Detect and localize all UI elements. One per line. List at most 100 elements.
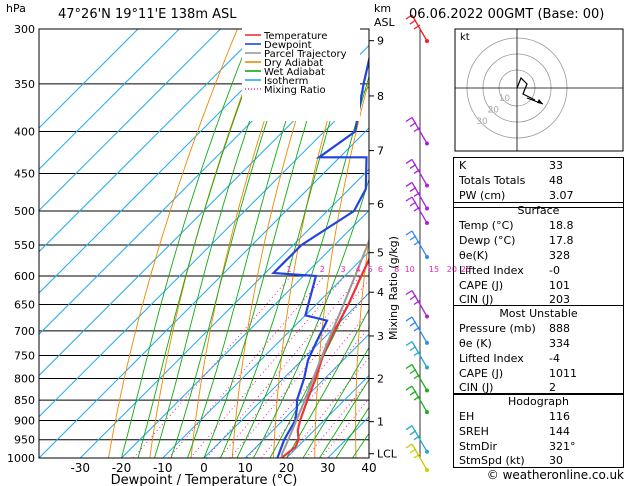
mixing-ratio-label: 1 (286, 265, 291, 274)
temperature-tick-label: 0 (200, 461, 208, 475)
mixing-ratio-label: 25 (461, 265, 471, 274)
hodograph-ring-label: 10 (499, 94, 511, 104)
wind-barb-feather (409, 430, 417, 436)
isotherm-line (39, 29, 221, 212)
indices-box: K 33 Totals Totals 48 PW (cm) 3.07 (453, 157, 624, 208)
isotherm-line (39, 29, 139, 129)
mu-row-cape: CAPE (J) 1011 (459, 367, 577, 380)
series-temperature (280, 256, 369, 458)
index-row-totals: Totals Totals 48 (459, 174, 563, 187)
temperature-tick-label: -30 (70, 461, 90, 475)
wind-barb-feather (409, 235, 417, 241)
wet-adiabat (203, 29, 337, 458)
wind-barb-staff (411, 196, 428, 224)
wind-barb-dot (425, 141, 429, 146)
hodo-row-sreh: SREH 144 (459, 425, 570, 438)
isotherm-line (39, 29, 180, 170)
wind-barb-feather (413, 24, 421, 30)
km-tick-label: 6 (377, 198, 384, 211)
surface-row-li: Lifted Index -0 (459, 264, 560, 277)
wind-barb-feather (405, 443, 413, 449)
wind-barb-feather (413, 435, 421, 441)
wind-barb-feather (409, 390, 417, 396)
wind-barb-feather (409, 448, 417, 454)
wind-barb-feather (413, 240, 421, 246)
km-tick-label: 7 (377, 145, 384, 158)
legend-bg (242, 28, 360, 121)
wind-barb-staff (411, 316, 428, 344)
hodograph-ring-label: 20 (487, 105, 499, 115)
index-row-k: K 33 (459, 159, 563, 172)
mixing-ratio-label: 8 (394, 265, 399, 274)
surface-row-cin: CIN (J) 203 (459, 293, 570, 306)
pressure-tick-label: 550 (14, 239, 35, 252)
series-parcel-trajectory (280, 237, 369, 458)
isotherm-line (244, 333, 369, 458)
wind-barb-dot (425, 340, 429, 345)
dry-adiabat (190, 29, 297, 458)
wind-barb-staff (411, 117, 428, 144)
temperature-tick-label: 20 (279, 461, 294, 475)
wind-barb-dot (425, 314, 429, 319)
wet-adiabat (121, 29, 254, 458)
dry-adiabat (108, 29, 238, 458)
wind-barb-staff (411, 364, 428, 391)
km-tick-label: 3 (377, 330, 384, 343)
mu-row-li: Lifted Index -4 (459, 352, 560, 365)
wind-barb-staff (411, 443, 428, 471)
pressure-tick-label: 900 (14, 414, 35, 427)
wet-adiabat (302, 346, 369, 458)
temperature-tick-label: -20 (112, 461, 132, 475)
wind-barb-feather (413, 191, 421, 198)
location-title: 47°26'N 19°11'E 138m ASL (58, 7, 237, 22)
wet-adiabat (170, 29, 300, 458)
wet-adiabat (319, 378, 369, 458)
legend-label: Dry Adiabat (264, 58, 323, 69)
wind-barb-feather (413, 395, 421, 401)
isotherm-line (286, 374, 369, 458)
wind-barb-feather (413, 206, 421, 212)
wind-barb-feather (405, 158, 413, 165)
legend-label: Mixing Ratio (264, 85, 326, 96)
wind-barb-staff (411, 341, 428, 368)
mu-row-thetae: θe (K) 334 (459, 337, 570, 350)
wind-barb-staff (411, 230, 428, 258)
wind-barb-feather (409, 368, 417, 375)
wind-barb-dot (425, 365, 429, 370)
pressure-tick-label: 450 (14, 167, 35, 180)
km-tick-label: 8 (377, 90, 384, 103)
pressure-tick-label: 750 (14, 349, 35, 362)
isotherm-line (203, 292, 369, 458)
mu-row-cin: CIN (J) 2 (459, 381, 556, 394)
mixing-ratio-label: 20 (447, 265, 457, 274)
legend-label: Parcel Trajectory (264, 49, 347, 60)
legend-label: Wet Adiabat (264, 67, 325, 78)
asl-label: ASL (374, 16, 395, 29)
mixing-ratio-label: 2 (320, 265, 325, 274)
km-unit-label: km (374, 2, 392, 15)
series-dewpoint (271, 54, 369, 458)
pressure-tick-label: 600 (14, 270, 35, 283)
mixing-ratio-axis-label: Mixing Ratio (g/kg) (387, 236, 400, 340)
wind-barb-feather (405, 340, 413, 347)
hodo-row-stmspd: StmSpd (kt) 30 (459, 454, 563, 467)
legend-label: Isotherm (264, 76, 308, 87)
isotherm-line (39, 29, 263, 253)
mixing-ratio-line (132, 275, 292, 458)
wind-barb-feather (409, 321, 417, 327)
plot-lines (39, 29, 369, 458)
wind-barb-staff (411, 14, 428, 42)
wind-barb-feather (405, 289, 413, 296)
wind-barb-feather (413, 168, 421, 175)
wind-barb-dot (425, 39, 429, 43)
wind-barb-feather (409, 186, 417, 193)
mixing-ratio-label: 4 (356, 265, 361, 274)
pressure-tick-label: 300 (14, 23, 35, 36)
wind-barb-feather (413, 126, 421, 133)
wind-barb-feather (409, 19, 417, 25)
wind-barb-feather (413, 350, 421, 357)
most-unstable-title: Most Unstable (499, 307, 578, 320)
surface-row-dewp: Dewp (°C) 17.8 (459, 234, 574, 247)
wind-barb-staff (411, 290, 428, 317)
